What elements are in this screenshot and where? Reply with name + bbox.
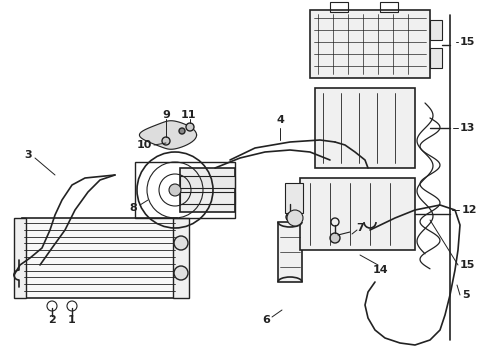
Polygon shape xyxy=(140,121,196,149)
Text: 10: 10 xyxy=(136,140,152,150)
Bar xyxy=(180,192,235,204)
Bar xyxy=(300,178,415,250)
Bar xyxy=(330,2,348,12)
Bar xyxy=(14,218,26,298)
Text: 1: 1 xyxy=(68,315,76,325)
Circle shape xyxy=(169,184,181,196)
Text: 13: 13 xyxy=(460,123,475,133)
Bar xyxy=(180,176,235,188)
Text: 3: 3 xyxy=(24,150,32,160)
Bar xyxy=(315,88,415,168)
Bar xyxy=(278,222,302,282)
Bar xyxy=(430,20,442,40)
Text: 15: 15 xyxy=(460,260,475,270)
Text: 7: 7 xyxy=(356,223,364,233)
Bar xyxy=(22,218,177,298)
Text: 9: 9 xyxy=(162,110,170,120)
Bar xyxy=(173,218,189,298)
Text: 12: 12 xyxy=(462,205,477,215)
Text: 8: 8 xyxy=(129,203,137,213)
Circle shape xyxy=(162,137,170,145)
Text: 14: 14 xyxy=(372,265,388,275)
Circle shape xyxy=(179,128,185,134)
Circle shape xyxy=(174,236,188,250)
Text: 11: 11 xyxy=(180,110,196,120)
Circle shape xyxy=(186,123,194,131)
Text: 2: 2 xyxy=(48,315,56,325)
Bar xyxy=(380,2,398,12)
Bar xyxy=(135,162,235,218)
Bar xyxy=(310,10,430,78)
Bar xyxy=(180,168,235,212)
Circle shape xyxy=(330,233,340,243)
Circle shape xyxy=(174,266,188,280)
Text: 5: 5 xyxy=(462,290,469,300)
Circle shape xyxy=(286,213,294,221)
Bar xyxy=(285,183,303,213)
Circle shape xyxy=(287,210,303,226)
Text: 15: 15 xyxy=(460,37,475,47)
Text: 6: 6 xyxy=(262,315,270,325)
Text: 4: 4 xyxy=(276,115,284,125)
Bar xyxy=(430,48,442,68)
